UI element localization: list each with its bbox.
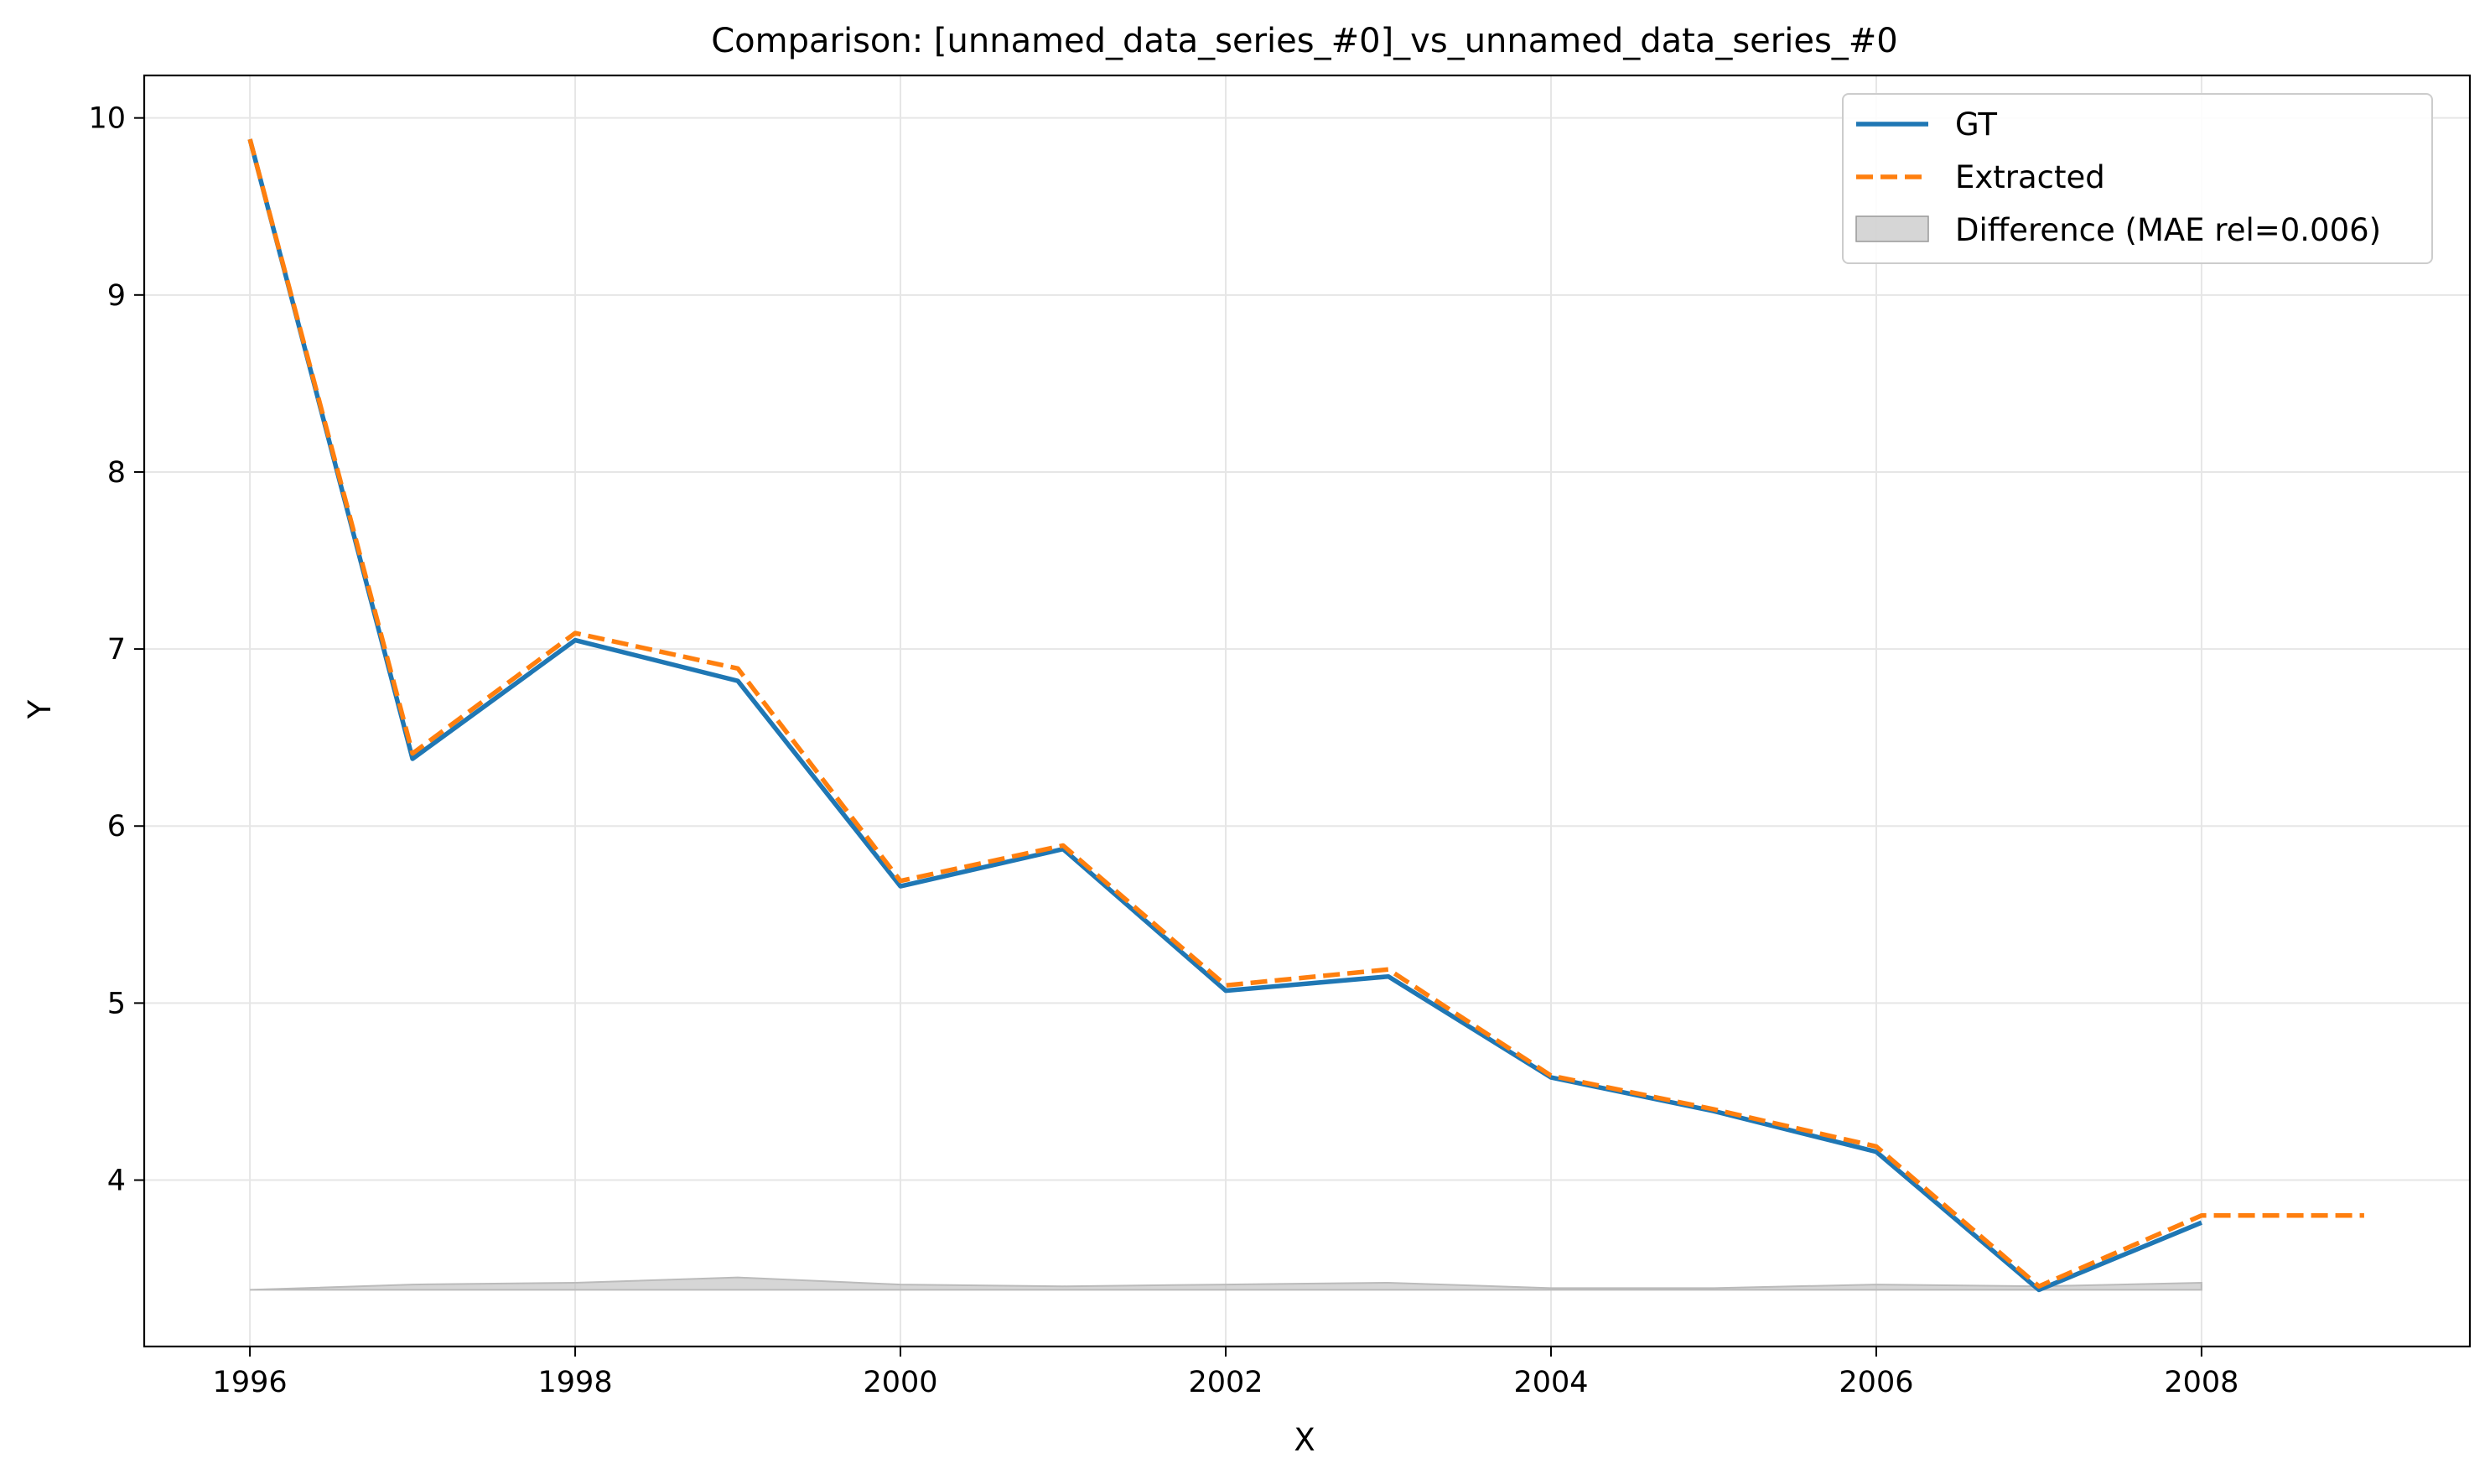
legend-frame xyxy=(1842,93,2433,264)
difference-area xyxy=(250,1276,2202,1291)
legend-label-difference: Difference (MAE rel=0.006) xyxy=(1955,212,2381,248)
series-line-gt xyxy=(247,138,2202,1293)
x-tick-label: 1998 xyxy=(538,1366,613,1399)
x-axis-label: X xyxy=(1294,1422,1315,1458)
x-tick-label: 1996 xyxy=(213,1366,288,1399)
y-tick-label: 10 xyxy=(88,102,126,136)
chart-title: Comparison: [unnamed_data_series_#0]_vs_… xyxy=(711,22,1898,60)
plot-frame xyxy=(143,74,2472,1348)
y-tick-label: 8 xyxy=(107,456,126,490)
legend-label-extracted: Extracted xyxy=(1955,159,2105,195)
legend: GT Extracted Difference (MAE rel=0.006) xyxy=(1842,93,2433,264)
y-tick-label: 6 xyxy=(107,810,126,843)
y-tick-label: 7 xyxy=(107,633,126,667)
y-axis-label: Y xyxy=(22,699,58,719)
series-lines xyxy=(247,138,2364,1293)
x-tick-label: 2000 xyxy=(863,1366,937,1399)
x-tick-label: 2008 xyxy=(2164,1366,2238,1399)
legend-label-gt: GT xyxy=(1955,106,1997,143)
x-tick-label: 2006 xyxy=(1839,1366,1913,1399)
y-tick-label: 9 xyxy=(107,279,126,313)
y-tick-label: 5 xyxy=(107,987,126,1020)
x-tick-label: 2004 xyxy=(1513,1366,1588,1399)
y-tick-label: 4 xyxy=(107,1165,126,1198)
difference-band xyxy=(250,1276,2202,1291)
x-tick-label: 2002 xyxy=(1188,1366,1263,1399)
grid xyxy=(144,75,2470,1346)
axis-ticks: 1996 1998 2000 2002 2004 2006 2008 4 5 6 7 8 9 10 xyxy=(88,102,2238,1399)
legend-swatch-difference xyxy=(1855,215,1929,242)
series-line-extracted xyxy=(247,138,2364,1289)
